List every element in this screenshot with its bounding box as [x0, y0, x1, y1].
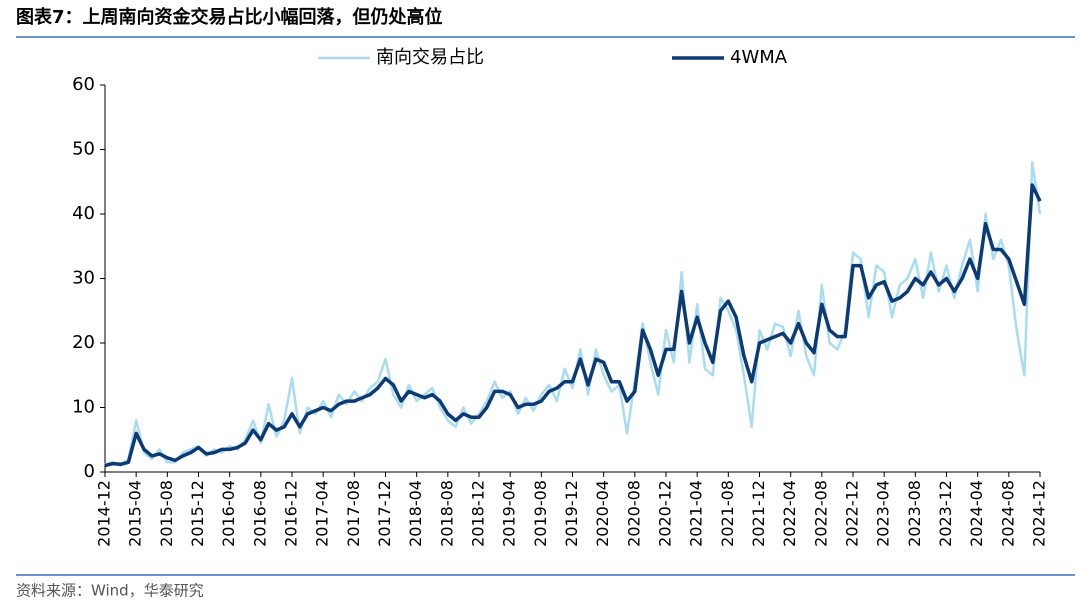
x-tick-label: 2020-04 [593, 480, 612, 547]
x-tick-label: 2019-12 [562, 480, 581, 547]
y-tick-label: 0 [84, 461, 95, 482]
y-tick-label: 30 [72, 268, 95, 289]
x-tick-label: 2020-12 [656, 480, 675, 547]
x-tick-label: 2021-08 [718, 480, 737, 547]
x-tick-label: 2023-08 [905, 480, 924, 547]
x-tick-label: 2015-12 [188, 480, 207, 547]
x-tick-label: 2018-04 [406, 480, 425, 547]
series-line [104, 183, 1042, 468]
legend-label: 4WMA [730, 47, 788, 68]
x-tick-label: 2024-08 [998, 480, 1017, 547]
x-tick-label: 2022-04 [780, 480, 799, 547]
x-tick-label: 2023-12 [936, 480, 955, 547]
x-tick-label: 2019-08 [531, 480, 550, 547]
x-tick-label: 2017-08 [344, 480, 363, 547]
source: 资料来源：Wind，华泰研究 [16, 582, 204, 600]
chart-title: 图表7：上周南向资金交易占比小幅回落，但仍处高位 [16, 6, 443, 28]
y-tick-label: 20 [72, 332, 95, 353]
y-tick-label: 10 [72, 397, 95, 418]
x-tick-label: 2019-04 [500, 480, 519, 547]
x-tick-label: 2014-12 [95, 480, 114, 547]
x-tick-label: 2015-08 [157, 480, 176, 547]
x-tick-label: 2015-04 [126, 480, 145, 547]
x-tick-label: 2023-04 [874, 480, 893, 547]
x-tick-label: 2020-08 [624, 480, 643, 547]
x-tick-label: 2022-08 [811, 480, 830, 547]
x-tick-label: 2016-08 [250, 480, 269, 547]
x-tick-label: 2022-12 [843, 480, 862, 547]
x-tick-label: 2016-12 [282, 480, 301, 547]
y-tick-label: 50 [72, 139, 95, 160]
x-tick-label: 2016-04 [219, 480, 238, 547]
y-tick-label: 60 [72, 74, 95, 95]
x-tick-label: 2024-12 [1030, 480, 1049, 547]
y-tick-label: 40 [72, 203, 95, 224]
x-tick-label: 2021-04 [687, 480, 706, 547]
legend-label: 南向交易占比 [376, 47, 484, 68]
x-tick-label: 2021-12 [749, 480, 768, 547]
x-tick-label: 2018-12 [469, 480, 488, 547]
x-tick-label: 2024-04 [967, 480, 986, 547]
x-tick-label: 2018-08 [437, 480, 456, 547]
series-line [104, 161, 1042, 467]
x-tick-label: 2017-12 [375, 480, 394, 547]
x-tick-label: 2017-04 [313, 480, 332, 547]
